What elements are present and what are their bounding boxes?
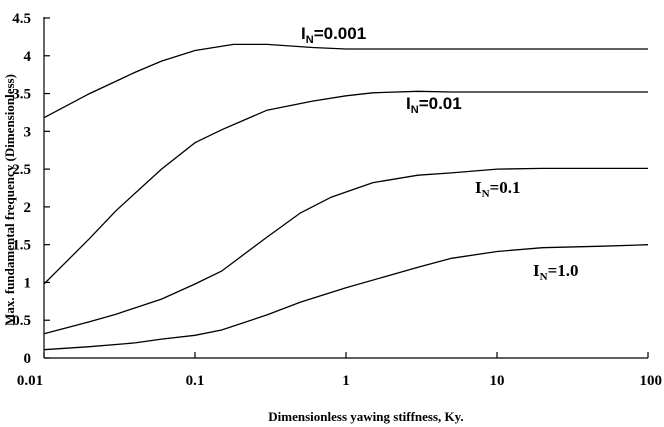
x-tick-label: 100 <box>640 373 663 389</box>
y-tick-label: 2.5 <box>12 162 31 178</box>
x-axis-title: Dimensionless yawing stiffness, Ky. <box>268 409 463 424</box>
series-label-subscript: N <box>482 188 490 200</box>
series-label: IN=0.1 <box>475 178 521 200</box>
series-label-main: I <box>533 261 540 280</box>
series-line <box>43 90 648 285</box>
series-label-main: I <box>406 94 411 113</box>
y-tick-label: 1.5 <box>12 238 31 254</box>
x-tick-label: 0.01 <box>17 373 43 389</box>
series-label: IN=1.0 <box>533 261 579 283</box>
series-line <box>43 43 648 119</box>
y-tick-label: 3 <box>24 124 32 140</box>
y-tick-label: 4.5 <box>12 11 31 27</box>
y-tick-label: 4 <box>24 49 32 65</box>
series-label: IN=0.001 <box>301 24 366 46</box>
y-axis-title: Max. fundamental frequency (Dimensionles… <box>2 74 17 326</box>
series-label-main: I <box>301 24 306 43</box>
series-label-value: =0.001 <box>314 24 366 43</box>
axes <box>43 17 648 359</box>
series-label-value: =0.01 <box>419 94 462 113</box>
x-tick-label: 10 <box>490 373 505 389</box>
series-label-main: I <box>475 178 482 197</box>
series-label-value: =0.1 <box>490 178 521 197</box>
series-label-value: =1.0 <box>548 261 579 280</box>
series-line <box>43 244 649 351</box>
series-label-subscript: N <box>540 271 548 283</box>
series-label-subscript: N <box>411 104 419 116</box>
y-tick-label: 1 <box>24 275 32 291</box>
y-tick-label: 0 <box>24 351 32 367</box>
x-tick-label: 1 <box>342 373 350 389</box>
series-label-subscript: N <box>306 34 314 46</box>
y-tick-label: 2 <box>24 200 32 216</box>
y-tick-label: 0.5 <box>12 313 31 329</box>
series-lines <box>43 43 649 351</box>
series-line <box>43 167 648 335</box>
axis-ticks: 0 0.5 1 1.5 2 2.5 3 3.5 4 4.5 0.01 0.1 1 10 100 <box>12 11 662 389</box>
y-tick-label: 3.5 <box>12 87 31 103</box>
series-label: IN=0.01 <box>406 94 462 116</box>
x-tick-label: 0.1 <box>186 373 205 389</box>
